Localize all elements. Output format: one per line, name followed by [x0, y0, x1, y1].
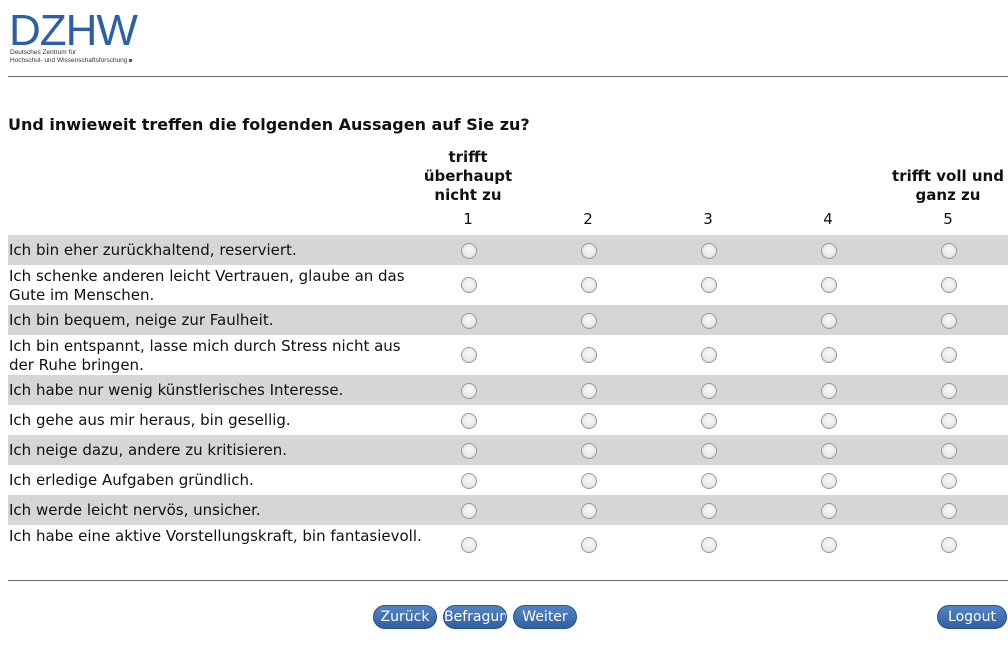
radio-option-1[interactable] — [461, 443, 477, 459]
radio-option-2[interactable] — [581, 443, 597, 459]
scale-number-2: 2 — [583, 210, 593, 228]
matrix-row: Ich schenke anderen leicht Vertrauen, gl… — [8, 265, 1008, 305]
radio-option-3[interactable] — [701, 473, 717, 489]
radio-option-1[interactable] — [461, 243, 477, 259]
scale-number-5: 5 — [943, 210, 953, 228]
matrix-row: Ich gehe aus mir heraus, bin gesellig. — [8, 405, 1008, 435]
radio-option-4[interactable] — [821, 383, 837, 399]
radio-option-4[interactable] — [821, 277, 837, 293]
radio-option-3[interactable] — [701, 537, 717, 553]
radio-option-4[interactable] — [821, 413, 837, 429]
logo-subtitle-line1: Deutsches Zentrum für — [10, 49, 77, 56]
item-label: Ich schenke anderen leicht Vertrauen, gl… — [9, 267, 405, 304]
logout-button[interactable]: Logout — [937, 605, 1007, 629]
radio-option-3[interactable] — [701, 277, 717, 293]
radio-option-1[interactable] — [461, 537, 477, 553]
next-button[interactable]: Weiter — [513, 605, 577, 629]
matrix-row: Ich werde leicht nervös, unsicher. — [8, 495, 1008, 525]
radio-option-5[interactable] — [941, 243, 957, 259]
item-label: Ich neige dazu, andere zu kritisieren. — [9, 441, 288, 459]
radio-option-2[interactable] — [581, 313, 597, 329]
radio-option-3[interactable] — [701, 347, 717, 363]
matrix-row: Ich habe nur wenig künstlerisches Intere… — [8, 375, 1008, 405]
item-label: Ich erledige Aufgaben gründlich. — [9, 471, 254, 489]
scale-number-3: 3 — [703, 210, 713, 228]
logo-subtitle: Deutsches Zentrum für Hochschul- und Wis… — [10, 49, 133, 65]
scale-number-1: 1 — [463, 210, 473, 228]
radio-option-1[interactable] — [461, 503, 477, 519]
matrix-row: Ich bin entspannt, lasse mich durch Stre… — [8, 335, 1008, 375]
matrix-row: Ich bin eher zurückhaltend, reserviert. — [8, 235, 1008, 265]
radio-option-5[interactable] — [941, 413, 957, 429]
radio-option-3[interactable] — [701, 443, 717, 459]
matrix-row: Ich neige dazu, andere zu kritisieren. — [8, 435, 1008, 465]
matrix-grid: Ich bin eher zurückhaltend, reserviert. … — [8, 235, 1008, 565]
radio-option-5[interactable] — [941, 277, 957, 293]
radio-option-4[interactable] — [821, 473, 837, 489]
radio-option-1[interactable] — [461, 473, 477, 489]
radio-option-1[interactable] — [461, 277, 477, 293]
radio-option-2[interactable] — [581, 277, 597, 293]
back-button[interactable]: Zurück — [373, 605, 437, 629]
radio-option-5[interactable] — [941, 347, 957, 363]
radio-option-5[interactable] — [941, 383, 957, 399]
scale-high-label: trifft voll und ganz zu — [892, 167, 1004, 204]
matrix-row: Ich habe eine aktive Vorstellungskraft, … — [8, 525, 1008, 565]
item-label: Ich bin eher zurückhaltend, reserviert. — [9, 241, 297, 259]
radio-option-1[interactable] — [461, 347, 477, 363]
logo-subtitle-line2: Hochschul- und Wissenschaftsforschung — [10, 57, 128, 64]
survey-button[interactable]: Befragung — [443, 605, 507, 629]
radio-option-4[interactable] — [821, 503, 837, 519]
item-label: Ich habe nur wenig künstlerisches Intere… — [9, 381, 344, 399]
logo-wordmark: DZHW — [9, 6, 138, 55]
radio-option-2[interactable] — [581, 473, 597, 489]
radio-option-4[interactable] — [821, 313, 837, 329]
scale-number-4: 4 — [823, 210, 833, 228]
radio-option-2[interactable] — [581, 503, 597, 519]
radio-option-5[interactable] — [941, 313, 957, 329]
radio-option-4[interactable] — [821, 443, 837, 459]
item-label: Ich bin bequem, neige zur Faulheit. — [9, 311, 274, 329]
item-label: Ich bin entspannt, lasse mich durch Stre… — [9, 337, 401, 374]
scale-low-label: trifft überhaupt nicht zu — [423, 148, 513, 204]
radio-option-2[interactable] — [581, 243, 597, 259]
header-divider — [8, 76, 1008, 77]
question-text: Und inwieweit treffen die folgenden Auss… — [8, 115, 530, 134]
radio-option-2[interactable] — [581, 537, 597, 553]
radio-option-2[interactable] — [581, 413, 597, 429]
radio-option-5[interactable] — [941, 503, 957, 519]
radio-option-2[interactable] — [581, 347, 597, 363]
matrix-row: Ich bin bequem, neige zur Faulheit. — [8, 305, 1008, 335]
radio-option-3[interactable] — [701, 413, 717, 429]
radio-option-3[interactable] — [701, 503, 717, 519]
matrix-row: Ich erledige Aufgaben gründlich. — [8, 465, 1008, 495]
radio-option-4[interactable] — [821, 537, 837, 553]
item-label: Ich werde leicht nervös, unsicher. — [9, 501, 261, 519]
item-label: Ich gehe aus mir heraus, bin gesellig. — [9, 411, 291, 429]
radio-option-1[interactable] — [461, 413, 477, 429]
radio-option-4[interactable] — [821, 347, 837, 363]
item-label: Ich habe eine aktive Vorstellungskraft, … — [9, 527, 422, 545]
footer-divider — [8, 580, 1008, 581]
radio-option-4[interactable] — [821, 243, 837, 259]
radio-option-1[interactable] — [461, 383, 477, 399]
radio-option-1[interactable] — [461, 313, 477, 329]
radio-option-5[interactable] — [941, 443, 957, 459]
radio-option-3[interactable] — [701, 383, 717, 399]
radio-option-3[interactable] — [701, 243, 717, 259]
radio-option-2[interactable] — [581, 383, 597, 399]
dzhw-logo: DZHW Deutsches Zentrum für Hochschul- un… — [9, 9, 149, 69]
logo-square-icon — [129, 58, 133, 62]
radio-option-5[interactable] — [941, 537, 957, 553]
radio-option-5[interactable] — [941, 473, 957, 489]
radio-option-3[interactable] — [701, 313, 717, 329]
